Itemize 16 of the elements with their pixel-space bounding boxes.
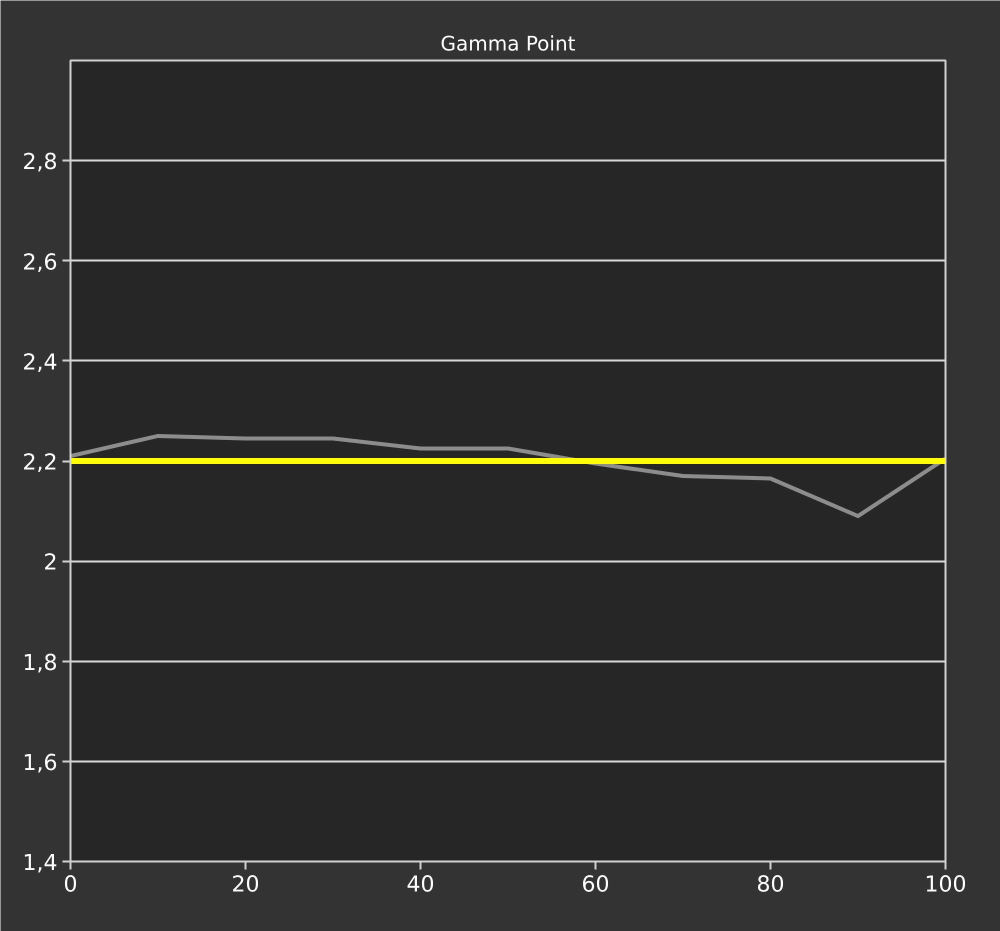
x-tick-label: 60 bbox=[582, 872, 610, 898]
line-series bbox=[70, 434, 946, 518]
y-tick-label: 2,8 bbox=[22, 150, 58, 176]
x-tick-label: 80 bbox=[756, 872, 785, 898]
x-tick-label: 40 bbox=[406, 872, 435, 898]
y-tick-label: 2,4 bbox=[22, 350, 58, 376]
x-tick-label: 20 bbox=[232, 872, 260, 898]
chart-title: Gamma Point bbox=[440, 32, 576, 56]
y-tick-label: 1,8 bbox=[22, 650, 58, 676]
y-tick-label: 2,2 bbox=[22, 450, 58, 476]
y-tick-label: 1,4 bbox=[22, 851, 58, 876]
y-tick-label: 2,6 bbox=[22, 250, 58, 276]
y-tick-label: 2 bbox=[44, 550, 58, 576]
y-tick-label: 1,6 bbox=[22, 750, 58, 776]
x-tick-label: 0 bbox=[64, 872, 78, 898]
x-tick-label: 100 bbox=[924, 872, 967, 898]
